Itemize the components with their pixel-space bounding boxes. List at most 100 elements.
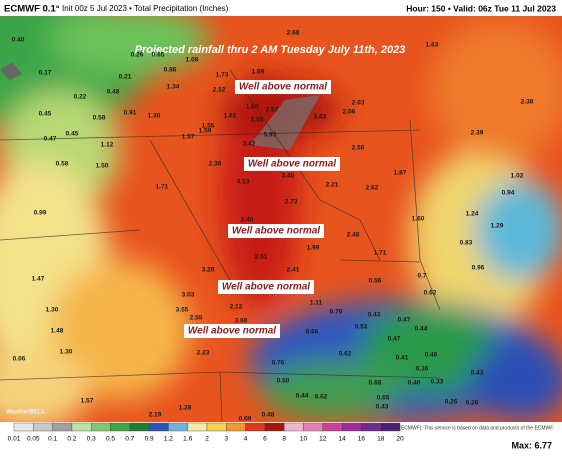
annotation-title: Projected rainfall thru 2 AM Tuesday Jul… <box>135 44 406 56</box>
rain-value: 1.30 <box>46 307 59 314</box>
legend-swatch <box>284 422 304 432</box>
rain-value: 1.02 <box>511 173 524 180</box>
rain-value: 0.47 <box>398 317 411 324</box>
rain-value: 1.63 <box>426 42 439 49</box>
rain-value: 1.24 <box>466 211 479 218</box>
legend-tick: 0.3 <box>87 436 96 443</box>
copyright: © 2023 European Centre for Medium-Range … <box>256 424 554 431</box>
rain-value: 0.40 <box>408 380 421 387</box>
rain-value: 2.12 <box>213 87 226 94</box>
rain-value: 2.55 <box>190 315 203 322</box>
annotation-box <box>244 157 340 171</box>
rain-value: 0.86 <box>164 67 177 74</box>
legend-tick: 0.2 <box>67 436 76 443</box>
rain-value: 1.08 <box>186 57 199 64</box>
rain-value: 2.36 <box>209 161 222 168</box>
rain-value: 0.21 <box>119 74 132 81</box>
rain-value: 0.53 <box>355 324 368 331</box>
rain-value: 0.48 <box>107 89 120 96</box>
legend-swatch <box>13 422 34 432</box>
rain-value: 1.30 <box>60 349 73 356</box>
rain-value: 1.61 <box>224 113 237 120</box>
rain-value: 1.71 <box>374 250 387 257</box>
rain-value: 0.65 <box>152 52 165 59</box>
rain-value: 0.44 <box>296 393 309 400</box>
rain-value: 1.87 <box>394 170 407 177</box>
rain-value: 0.46 <box>425 352 438 359</box>
header-info: Init 00z 5 Jul 2023 • Total Precipitatio… <box>62 4 229 13</box>
rain-value: 0.43 <box>376 404 389 411</box>
rain-value: 0.43 <box>471 370 484 377</box>
rain-value: 0.44 <box>415 326 428 333</box>
legend-swatch <box>187 422 208 432</box>
rain-value: 1.57 <box>182 134 195 141</box>
legend-tick: 20 <box>396 436 404 443</box>
legend-swatch <box>71 422 92 432</box>
rain-value: 0.83 <box>460 240 473 247</box>
rain-value: 1.71 <box>156 184 169 191</box>
rain-value: 3.28 <box>202 267 215 274</box>
legend-tick: 0.9 <box>145 436 154 443</box>
rain-value: 1.34 <box>167 84 180 91</box>
rain-value: 0.56 <box>369 278 382 285</box>
rain-value: 0.62 <box>424 290 437 297</box>
rain-value: 1.69 <box>252 69 265 76</box>
rain-value: 2.68 <box>287 30 300 37</box>
rain-value: 2.40 <box>241 217 254 224</box>
rain-value: 0.69 <box>239 416 252 423</box>
rain-value: 1.29 <box>491 223 504 230</box>
rain-value: 2.48 <box>347 232 360 239</box>
rain-value: 4.13 <box>237 179 250 186</box>
rain-value: 0.40 <box>12 37 25 44</box>
rain-value: 0.76 <box>272 360 285 367</box>
rain-value: 1.60 <box>412 216 425 223</box>
annotation-box <box>184 324 280 338</box>
logo: WeatherBELL <box>6 410 46 416</box>
annotation-box <box>235 80 331 94</box>
rain-value: 2.21 <box>326 182 339 189</box>
rain-value: 0.58 <box>56 161 69 168</box>
legend-tick: 0.01 <box>8 436 21 443</box>
legend-tick: 1.6 <box>183 436 192 443</box>
rain-value: 0.41 <box>396 355 409 362</box>
precip-field <box>0 16 562 422</box>
rain-value: 1.99 <box>307 245 320 252</box>
legend-tick: 3 <box>224 436 228 443</box>
rain-value: 0.47 <box>44 136 57 143</box>
legend-tick: 0.7 <box>125 436 134 443</box>
rain-value: 0.94 <box>502 190 515 197</box>
rain-value: 3.42 <box>243 141 256 148</box>
rain-value: 3.45 <box>282 173 295 180</box>
rain-value: 0.26 <box>466 400 479 407</box>
rain-value: 1.59 <box>199 128 212 135</box>
rain-value: 3.03 <box>182 292 195 299</box>
rain-value: 2.39 <box>471 130 484 137</box>
annotation-label: Well above normal <box>222 282 310 293</box>
rain-value: 1.50 <box>96 163 109 170</box>
legend-swatch <box>341 422 362 432</box>
legend-tick: 0.5 <box>106 436 115 443</box>
rain-value: 1.48 <box>51 328 64 335</box>
legend-swatch <box>303 422 323 432</box>
rain-value: 0.99 <box>34 210 47 217</box>
rain-value: 0.45 <box>39 111 52 118</box>
rain-value: 2.12 <box>230 304 243 311</box>
legend-swatch <box>90 422 111 432</box>
legend-swatch <box>168 422 188 432</box>
rain-value: 3.63 <box>314 114 327 121</box>
rain-value: 0.33 <box>431 379 444 386</box>
legend-swatch <box>361 422 381 432</box>
legend-swatch <box>129 422 150 432</box>
legend-swatch <box>52 422 73 432</box>
rain-value: 2.03 <box>352 100 365 107</box>
legend-swatch <box>380 422 401 432</box>
legend-tick: 16 <box>358 436 366 443</box>
rain-value: 1.57 <box>81 398 94 405</box>
rain-value: 2.51 <box>255 254 268 261</box>
rain-value: 0.48 <box>262 412 275 419</box>
rain-value: 1.47 <box>32 276 45 283</box>
annotation-label: Well above normal <box>239 82 327 93</box>
legend-tick: 0.1 <box>48 436 57 443</box>
rain-value: 0.66 <box>306 329 319 336</box>
